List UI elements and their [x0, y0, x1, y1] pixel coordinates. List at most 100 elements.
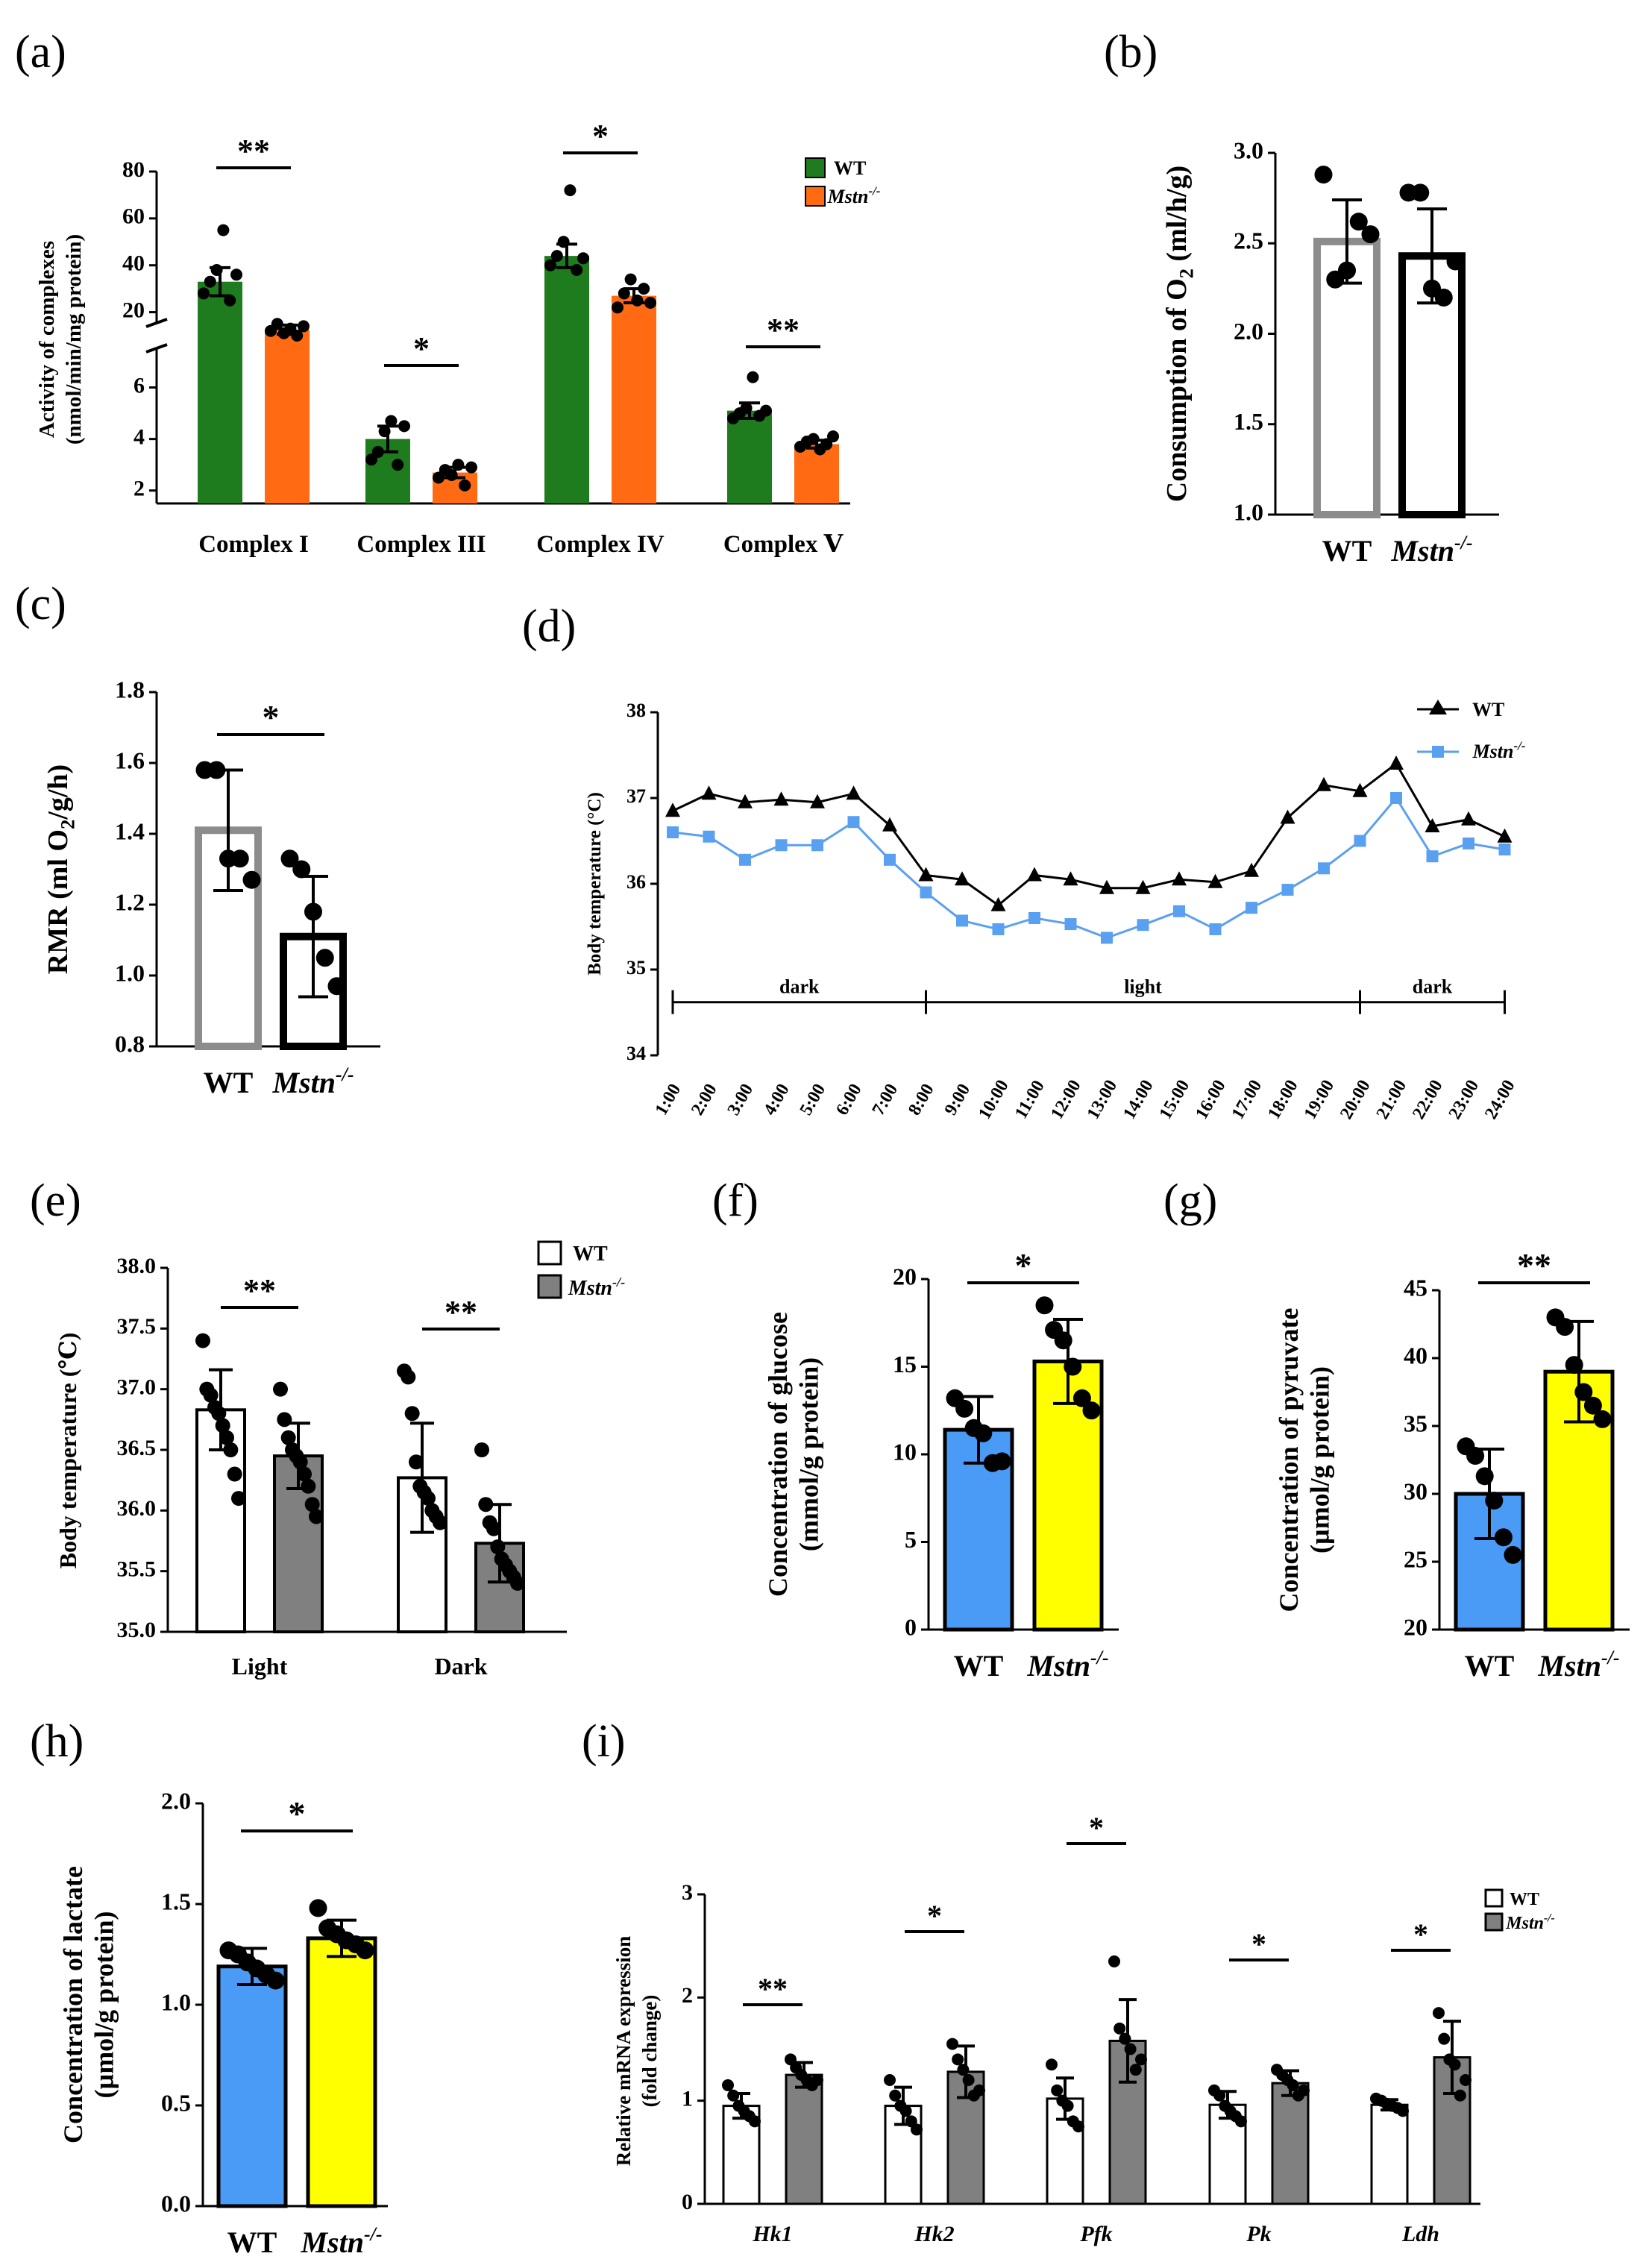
phase-label: dark: [1413, 976, 1453, 998]
bar: [1370, 2103, 1409, 2205]
series-line: [672, 761, 1506, 907]
data-point: [304, 902, 322, 921]
category-label: Hk1: [752, 2222, 792, 2246]
category-label: Mstn-/-: [1026, 1647, 1108, 1683]
data-point: [990, 896, 1006, 911]
data-point: [217, 224, 230, 236]
y-tick-label: 0.0: [161, 2190, 191, 2217]
data-point: [1082, 1401, 1101, 1420]
data-point: [1072, 2120, 1084, 2133]
y-axis-label: (fold change): [638, 1995, 661, 2108]
category-label: Pfk: [1079, 2222, 1112, 2246]
data-point: [452, 459, 465, 471]
data-point: [280, 849, 299, 868]
legend-swatch-ko: [1484, 1912, 1504, 1932]
data-point: [1061, 2099, 1074, 2112]
data-point: [638, 283, 650, 295]
data-point: [1209, 923, 1222, 935]
phase-label: light: [1124, 976, 1162, 998]
data-point: [810, 794, 825, 808]
y-tick-label: 0.5: [161, 2089, 191, 2116]
data-point: [1135, 879, 1151, 894]
y-tick-label: 1.0: [1234, 498, 1263, 525]
data-point: [1438, 2032, 1451, 2045]
data-point: [1054, 1331, 1072, 1350]
data-point: [577, 252, 589, 265]
data-point: [1119, 2032, 1131, 2045]
x-tick-label: 12:00: [1047, 1077, 1085, 1122]
significance-marker: **: [237, 133, 270, 169]
category-label: Mstn-/-: [300, 2223, 382, 2259]
data-point: [1475, 1467, 1494, 1486]
category-label: Mstn-/-: [271, 1064, 354, 1099]
data-point: [1565, 1356, 1583, 1375]
y-tick-label: 2.0: [161, 1787, 191, 1814]
y-tick-label: 1.2: [115, 888, 145, 915]
data-point: [409, 1454, 424, 1470]
y-tick-label: 37.0: [117, 1375, 157, 1400]
category-label: Complex I: [198, 531, 309, 558]
data-point: [474, 1442, 489, 1457]
y-tick-label: 1.5: [1234, 408, 1263, 435]
panel-d-chart: 34 35 36 37 38 Body temperature (°C) 1:00 2:00 3…: [585, 699, 1526, 1122]
significance-marker: **: [1517, 1246, 1551, 1284]
data-point: [1235, 2115, 1247, 2128]
significance-marker: *: [289, 1794, 306, 1832]
category-label: Mstn-/-: [1390, 532, 1472, 568]
data-point: [490, 1539, 506, 1555]
significance-marker: **: [243, 1272, 276, 1309]
x-tick-label: 13:00: [1084, 1077, 1122, 1122]
significance-marker: *: [1015, 1246, 1032, 1284]
data-point: [993, 1452, 1011, 1471]
panel-label-c: (c): [15, 579, 66, 629]
data-point: [459, 479, 471, 491]
data-point: [1354, 835, 1366, 847]
data-point: [946, 2038, 958, 2050]
data-point: [911, 2123, 923, 2136]
data-point: [1101, 932, 1113, 944]
legend-marker-ko: [1432, 746, 1444, 758]
data-point: [1361, 225, 1380, 244]
y-tick-label: 60: [122, 204, 145, 229]
bar: [306, 1936, 377, 2208]
data-point: [1463, 837, 1474, 849]
category-label: Mstn-/-: [1537, 1647, 1619, 1683]
y-tick-label: 1.5: [161, 1888, 191, 1914]
x-tick-label: 23:00: [1445, 1077, 1483, 1122]
legend-label-wt: WT: [834, 157, 866, 179]
data-point: [1246, 902, 1257, 914]
category-label: WT: [227, 2225, 277, 2259]
bar: [216, 1964, 288, 2208]
legend-swatch-ko: [537, 1274, 562, 1299]
data-point: [401, 1369, 416, 1385]
x-tick-label: 15:00: [1156, 1077, 1194, 1122]
category-label: Ldh: [1401, 2222, 1439, 2246]
data-point: [273, 1381, 288, 1397]
legend-marker-wt: [1429, 700, 1447, 714]
x-tick-label: 22:00: [1409, 1077, 1447, 1122]
panel-i-chart: 0 1 2 3 Relative mRNA expression (fold change…: [612, 1811, 1555, 2246]
data-point: [231, 1491, 246, 1507]
panel-label-d: (d): [522, 601, 576, 652]
data-point: [486, 1521, 501, 1536]
x-tick-label: 24:00: [1481, 1077, 1519, 1122]
y-axis-label: (µmol/g protein): [1304, 1366, 1334, 1554]
data-point: [1446, 252, 1465, 271]
data-point: [271, 318, 283, 330]
data-point: [1461, 811, 1476, 826]
data-point: [739, 853, 751, 866]
data-point: [327, 977, 346, 996]
data-point: [1027, 867, 1042, 882]
panel-e-chart: 35.0 35.5 36.0 36.5 37.0 37.5 38.0 Body tempera…: [54, 1240, 625, 1680]
data-point: [1352, 782, 1368, 797]
category-label: Pk: [1246, 2222, 1271, 2246]
data-point: [1172, 871, 1187, 886]
y-tick-label: 35: [1404, 1410, 1427, 1436]
data-point: [807, 433, 820, 445]
data-point: [564, 184, 577, 197]
data-point: [445, 469, 458, 481]
y-tick-label: 25: [1404, 1545, 1427, 1572]
axis-break-mark: [145, 343, 168, 354]
data-point: [1046, 2058, 1058, 2071]
data-point: [398, 420, 410, 433]
